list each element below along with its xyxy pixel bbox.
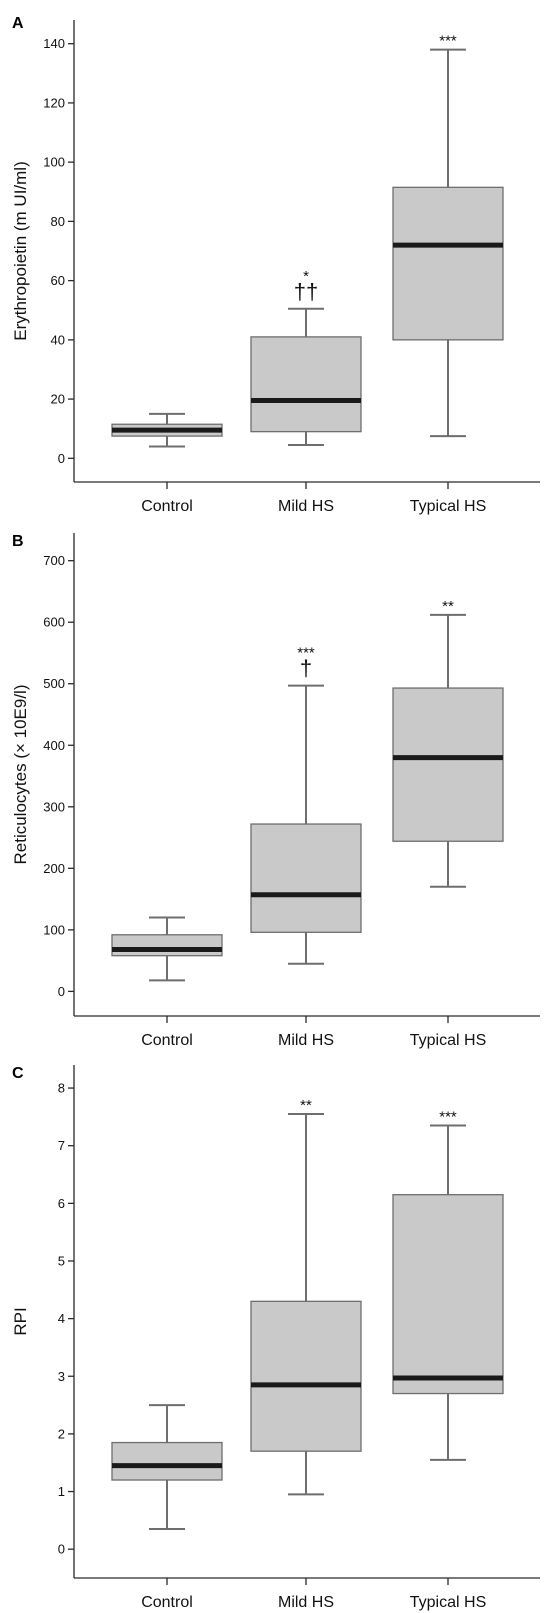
y-tick-label: 6: [58, 1196, 65, 1211]
y-tick-label: 100: [43, 922, 65, 937]
y-tick-label: 80: [51, 214, 65, 229]
y-tick-label: 40: [51, 332, 65, 347]
x-tick-label: Control: [141, 1594, 193, 1611]
y-tick-label: 100: [43, 155, 65, 170]
significance-mark: ***: [439, 1109, 457, 1126]
significance-mark: **: [442, 598, 454, 615]
box: [392, 1194, 504, 1395]
dagger-mark: †: [300, 656, 312, 681]
y-axis-title: Reticulocytes (× 10E9/l): [11, 685, 30, 865]
significance-mark: ***: [439, 33, 457, 50]
box: [392, 186, 504, 341]
y-tick-label: 4: [58, 1311, 65, 1326]
y-tick-label: 0: [58, 1542, 65, 1557]
significance-mark: ***: [297, 645, 315, 662]
y-axis-title: RPI: [11, 1307, 30, 1335]
y-tick-label: 500: [43, 676, 65, 691]
y-tick-label: 20: [51, 392, 65, 407]
box: [111, 934, 223, 957]
y-tick-label: 0: [58, 984, 65, 999]
y-tick-label: 60: [51, 273, 65, 288]
y-tick-label: 3: [58, 1369, 65, 1384]
y-tick-label: 7: [58, 1138, 65, 1153]
y-tick-label: 600: [43, 615, 65, 630]
y-tick-label: 200: [43, 861, 65, 876]
x-tick-label: Control: [141, 1032, 193, 1049]
y-tick-label: 2: [58, 1426, 65, 1441]
box: [250, 336, 362, 433]
y-tick-label: 5: [58, 1253, 65, 1268]
panel-letter: A: [12, 15, 24, 32]
x-tick-label: Control: [141, 498, 193, 515]
box: [250, 1300, 362, 1452]
x-tick-label: Mild HS: [278, 1032, 334, 1049]
dagger-mark: ††: [294, 279, 318, 304]
box: [392, 687, 504, 842]
y-tick-label: 8: [58, 1081, 65, 1096]
significance-mark: **: [300, 1097, 312, 1114]
y-tick-label: 0: [58, 451, 65, 466]
y-axis-title: Erythropoietin (m UI/ml): [11, 161, 30, 340]
y-tick-label: 300: [43, 799, 65, 814]
x-tick-label: Mild HS: [278, 1594, 334, 1611]
y-tick-label: 400: [43, 738, 65, 753]
x-tick-label: Typical HS: [410, 1594, 486, 1611]
x-tick-label: Typical HS: [410, 498, 486, 515]
x-tick-label: Typical HS: [410, 1032, 486, 1049]
significance-mark: *: [303, 268, 309, 285]
box: [250, 823, 362, 933]
y-tick-label: 1: [58, 1484, 65, 1499]
y-tick-label: 120: [43, 95, 65, 110]
box: [111, 1441, 223, 1481]
panel-letter: C: [12, 1065, 24, 1082]
y-tick-label: 700: [43, 553, 65, 568]
panel-letter: B: [12, 533, 24, 550]
y-tick-label: 140: [43, 36, 65, 51]
x-tick-label: Mild HS: [278, 498, 334, 515]
